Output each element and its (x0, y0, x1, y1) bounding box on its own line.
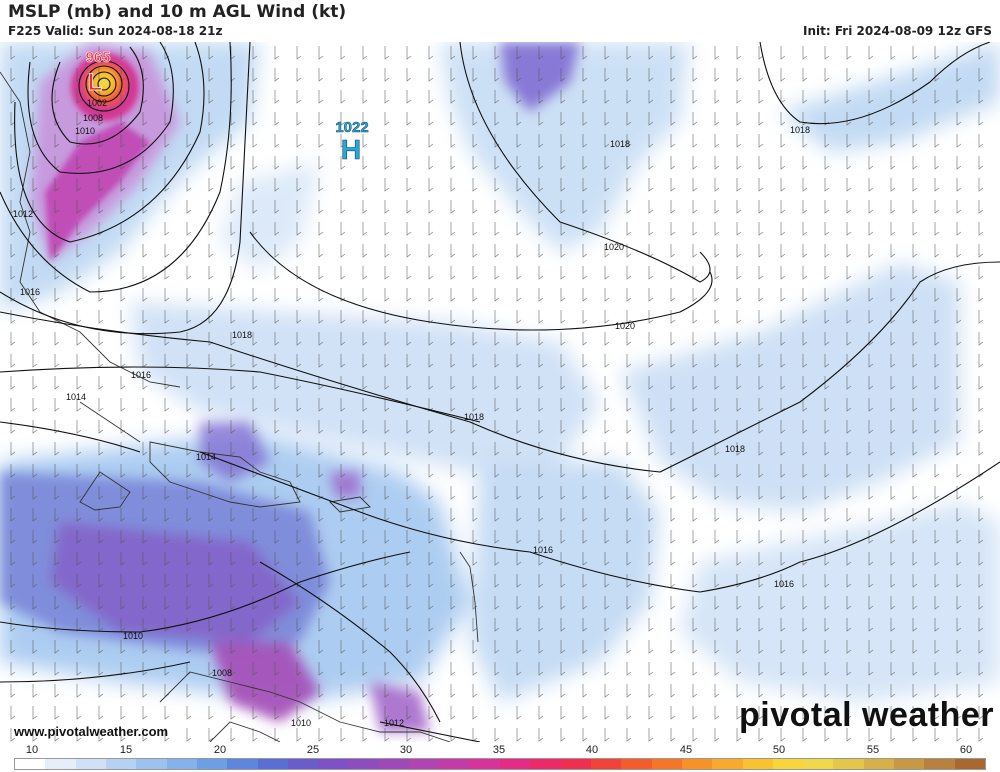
colorbar-tick: 40 (585, 744, 599, 756)
colorbar-swatch (105, 759, 137, 769)
colorbar-tick: 50 (772, 744, 786, 756)
svg-text:1022: 1022 (335, 119, 368, 136)
svg-text:L: L (88, 69, 103, 96)
svg-text:1016: 1016 (131, 370, 151, 380)
colorbar-swatch (45, 759, 76, 769)
svg-text:1020: 1020 (615, 321, 635, 331)
svg-text:1018: 1018 (725, 444, 745, 454)
header-bar: MSLP (mb) and 10 m AGL Wind (kt) F225 Va… (0, 0, 1000, 42)
wind-barbs (0, 42, 1000, 742)
colorbar-swatch (894, 759, 925, 769)
colorbar-swatch (439, 759, 470, 769)
colorbar-tick: 10 (25, 744, 39, 756)
colorbar-swatch (15, 759, 46, 769)
svg-text:1016: 1016 (533, 545, 553, 555)
colorbar-swatch (500, 759, 531, 769)
isobar-labels: 1002 1008 1010 1012 1016 1018 1018 1018 … (13, 98, 810, 728)
colorbar-swatch (348, 759, 379, 769)
colorbar-tick: 55 (866, 744, 880, 756)
colorbar-swatch (166, 759, 197, 769)
colorbar-swatch (287, 759, 319, 769)
svg-text:1018: 1018 (610, 139, 630, 149)
svg-text:1008: 1008 (212, 668, 232, 678)
colorbar-swatch (409, 759, 440, 769)
svg-text:1010: 1010 (291, 718, 311, 728)
website-credit: www.pivotalweather.com (14, 724, 169, 739)
colorbar-tick: 25 (306, 744, 320, 756)
svg-text:1018: 1018 (232, 330, 252, 340)
colorbar-swatches (14, 758, 986, 770)
color-bar: 10 15 20 25 30 35 40 45 50 55 60 (0, 742, 1000, 772)
colorbar-tick: 15 (119, 744, 133, 756)
colorbar-swatch (651, 759, 682, 769)
svg-text:1010: 1010 (123, 631, 143, 641)
colorbar-swatch (318, 759, 349, 769)
colorbar-swatch (621, 759, 652, 769)
colorbar-swatch (227, 759, 258, 769)
svg-text:1014: 1014 (66, 392, 86, 402)
init-time: Init: Fri 2024-08-09 12z GFS (803, 24, 992, 38)
svg-text:1014: 1014 (196, 452, 216, 462)
svg-text:1018: 1018 (790, 125, 810, 135)
svg-text:1016: 1016 (774, 579, 794, 589)
colorbar-swatch (954, 759, 985, 769)
colorbar-swatch (469, 759, 500, 769)
colorbar-swatch (924, 759, 955, 769)
colorbar-tick: 20 (213, 744, 227, 756)
svg-text:1020: 1020 (604, 242, 624, 252)
colorbar-swatch (136, 759, 167, 769)
colorbar-swatch (257, 759, 288, 769)
svg-text:1012: 1012 (384, 718, 404, 728)
colorbar-tick: 60 (959, 744, 973, 756)
colorbar-tick: 35 (492, 744, 506, 756)
svg-text:965: 965 (85, 49, 110, 66)
valid-time: F225 Valid: Sun 2024-08-18 21z (8, 24, 223, 38)
svg-text:1008: 1008 (83, 113, 103, 123)
colorbar-swatch (863, 759, 895, 769)
colorbar-swatch (378, 759, 410, 769)
high-pressure-marker: 1022 H (335, 119, 369, 166)
svg-text:1018: 1018 (464, 412, 484, 422)
colorbar-swatch (742, 759, 773, 769)
colorbar-swatch (803, 759, 834, 769)
svg-text:H: H (341, 134, 361, 165)
weather-map: 1002 1008 1010 1012 1016 1018 1018 1018 … (0, 42, 1000, 742)
colorbar-swatch (833, 759, 864, 769)
map-title: MSLP (mb) and 10 m AGL Wind (kt) (8, 2, 347, 22)
coastlines (0, 71, 479, 742)
colorbar-swatch (590, 759, 622, 769)
low-pressure-marker: 965 L (85, 49, 111, 97)
svg-text:1010: 1010 (75, 126, 95, 136)
colorbar-swatch (681, 759, 713, 769)
isobars (0, 42, 1000, 742)
svg-text:1012: 1012 (13, 209, 33, 219)
colorbar-swatch (75, 759, 106, 769)
colorbar-swatch (530, 759, 561, 769)
colorbar-swatch (560, 759, 591, 769)
colorbar-swatch (712, 759, 743, 769)
colorbar-tick: 45 (679, 744, 693, 756)
brand-logo-text: pivotal weather (738, 696, 994, 734)
colorbar-swatch (772, 759, 804, 769)
svg-text:1002: 1002 (87, 98, 107, 108)
svg-text:1016: 1016 (20, 287, 40, 297)
colorbar-swatch (196, 759, 228, 769)
colorbar-tick: 30 (399, 744, 413, 756)
